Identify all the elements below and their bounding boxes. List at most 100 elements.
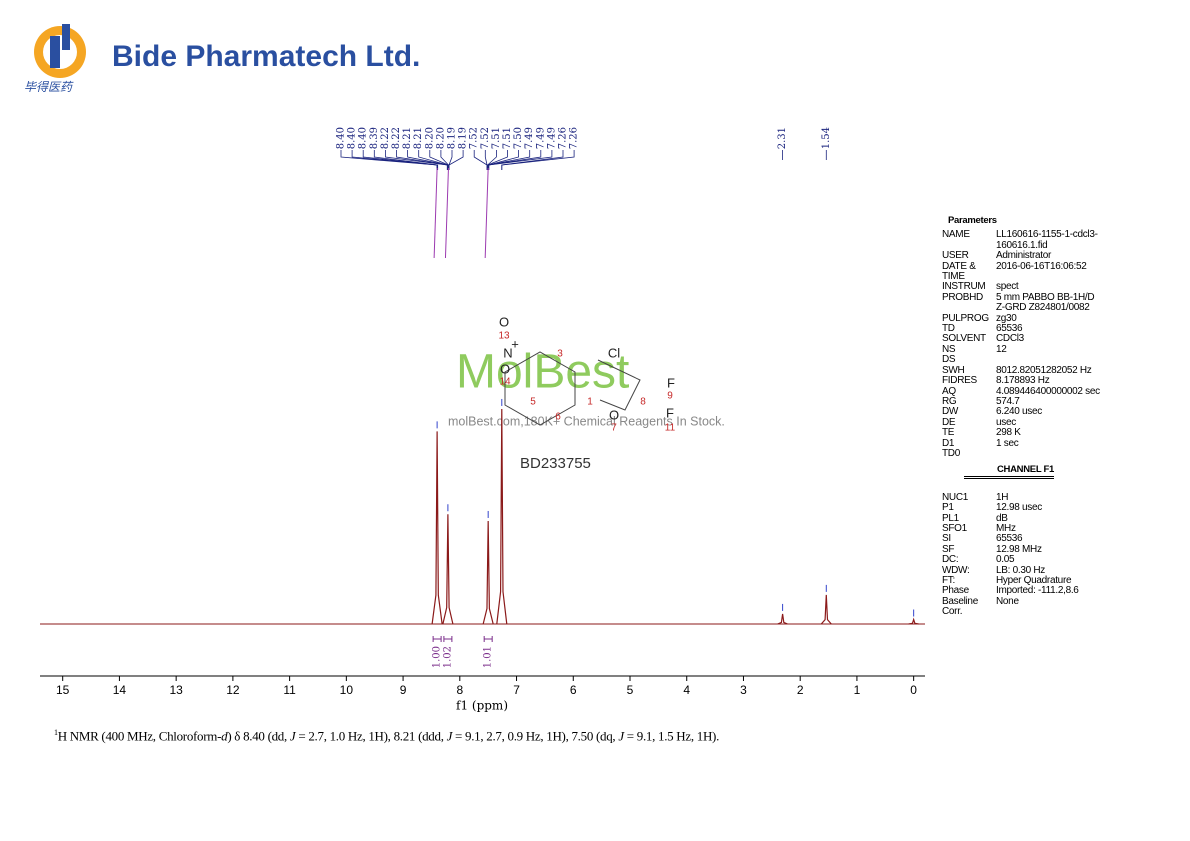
parameter-value: Hyper Quadrature bbox=[996, 575, 1072, 586]
x-tick-label: 6 bbox=[570, 683, 577, 697]
peak-label: 7.50 bbox=[513, 127, 524, 149]
caption: 1H NMR (400 MHz, Chloroform-d) δ 8.40 (d… bbox=[54, 728, 719, 744]
x-tick-label: 9 bbox=[400, 683, 407, 697]
parameter-row: NAME LL160616-1155-1-cdcl3-160616.1.fid bbox=[942, 230, 1102, 251]
parameter-row: P1 12.98 usec bbox=[942, 502, 1102, 514]
peak-label: 8.21 bbox=[413, 127, 424, 149]
parameter-value: zg30 bbox=[996, 312, 1017, 324]
parameter-key: SF bbox=[942, 543, 955, 555]
parameter-row: PROBHD 5 mm PABBO BB-1H/D Z-GRD Z824801/0… bbox=[942, 291, 1102, 314]
parameter-value: 2016-06-16T16:06:52 bbox=[996, 260, 1087, 272]
peak-label: 8.39 bbox=[369, 127, 380, 149]
parameter-row: SFO1 MHz bbox=[942, 523, 1102, 534]
parameter-row: PULPROG zg30 bbox=[942, 312, 1102, 324]
parameter-key: PULPROG bbox=[942, 312, 989, 324]
peak-label: 7.26 bbox=[558, 127, 569, 149]
parameter-value: 0.05 bbox=[996, 554, 1015, 566]
x-tick-label: 8 bbox=[456, 683, 463, 697]
atom-label: 8 bbox=[640, 397, 646, 408]
atom-label: O bbox=[500, 361, 510, 376]
peak-label: 7.51 bbox=[491, 127, 502, 149]
parameter-row: D1 1 sec bbox=[942, 438, 1102, 449]
parameter-value: 12 bbox=[996, 343, 1007, 355]
peak-label: 7.52 bbox=[480, 127, 491, 149]
peak-connector bbox=[484, 150, 488, 170]
peak-label: 8.20 bbox=[435, 127, 446, 149]
peak-label: 8.22 bbox=[380, 127, 391, 149]
peak-connector bbox=[373, 150, 439, 170]
caption-part: d bbox=[221, 728, 228, 744]
integral-trace bbox=[433, 167, 438, 259]
x-tick-label: 10 bbox=[340, 683, 354, 697]
parameter-row: SOLVENT CDCl3 bbox=[942, 333, 1102, 345]
atom-label: N bbox=[503, 345, 512, 360]
caption-part: = 2.7, 1.0 Hz, 1H), 8.21 (ddd, bbox=[295, 728, 447, 744]
atom-label: F bbox=[666, 405, 674, 420]
peak bbox=[820, 594, 832, 625]
peak-label: 7.49 bbox=[524, 127, 535, 149]
peak bbox=[442, 514, 454, 625]
atom-label: F bbox=[667, 375, 675, 390]
parameter-row: WDW: LB: 0.30 Hz bbox=[942, 564, 1102, 576]
caption-part: 1 bbox=[54, 728, 58, 737]
parameter-row: TD 65536 bbox=[942, 323, 1102, 334]
peak-connector bbox=[448, 150, 453, 170]
parameter-key: WDW: bbox=[942, 564, 970, 576]
x-tick-label: 15 bbox=[56, 683, 70, 697]
integral-label: 1.02 bbox=[442, 646, 453, 668]
caption-part: J bbox=[618, 728, 624, 744]
parameter-row: FT: Hyper Quadrature bbox=[942, 575, 1102, 586]
peak-connector bbox=[429, 150, 449, 170]
parameter-key: DC: bbox=[942, 554, 959, 566]
peak-label: 1.54 bbox=[821, 127, 832, 149]
peak-connector bbox=[440, 150, 449, 170]
peak-label: 8.20 bbox=[424, 127, 435, 149]
peak-label: 8.19 bbox=[458, 127, 469, 149]
peak-label: 8.40 bbox=[336, 127, 347, 149]
parameter-value: LB: 0.30 Hz bbox=[996, 564, 1045, 576]
parameter-row: DC: 0.05 bbox=[942, 554, 1102, 566]
peak-connector bbox=[396, 150, 448, 170]
peak-connector bbox=[362, 150, 438, 170]
parameter-key: DS bbox=[942, 354, 956, 366]
parameter-row: NUC1 1H bbox=[942, 491, 1102, 503]
caption-part: H NMR (400 MHz, Chloroform- bbox=[57, 728, 222, 744]
parameter-key: DW bbox=[942, 406, 959, 418]
x-tick-label: 4 bbox=[683, 683, 690, 697]
peak-label: 7.49 bbox=[546, 127, 557, 149]
parameter-value: 298 K bbox=[996, 427, 1021, 439]
peak-label: 2.31 bbox=[777, 127, 788, 149]
atom-label: Cl bbox=[608, 345, 620, 360]
atom-label: 3 bbox=[557, 349, 563, 360]
parameter-value: 1H bbox=[996, 491, 1009, 503]
atom-label: 9 bbox=[667, 391, 673, 402]
parameter-row: INSTRUM spect bbox=[942, 282, 1102, 293]
x-tick-label: 13 bbox=[169, 683, 183, 697]
peak-label: 7.26 bbox=[569, 127, 580, 149]
parameter-value: dB bbox=[996, 512, 1008, 524]
channel-title: CHANNEL F1 bbox=[964, 464, 1054, 479]
caption-part: = 9.1, 1.5 Hz, 1H). bbox=[623, 728, 720, 744]
parameter-value: 12.98 usec bbox=[996, 502, 1042, 514]
watermark-tagline: molBest.com,180K+ Chemical Reagents In S… bbox=[448, 414, 725, 428]
parameter-rows: NAME LL160616-1155-1-cdcl3-160616.1.fid US… bbox=[942, 230, 1102, 459]
integral-trace bbox=[444, 167, 449, 259]
integral-trace bbox=[484, 167, 489, 259]
parameter-row: TE 298 K bbox=[942, 427, 1102, 439]
peak-connector bbox=[501, 150, 564, 170]
parameter-key: SOLVENT bbox=[942, 333, 986, 345]
peak-label: 8.40 bbox=[347, 127, 358, 149]
atom-label: 6 bbox=[555, 412, 561, 423]
channel-rows: NUC1 1H P1 12.98 usec PL1 dB SFO1 MHz SI 65536 SF 1… bbox=[942, 491, 1102, 618]
peak-label: 8.21 bbox=[402, 127, 413, 149]
x-tick-label: 1 bbox=[854, 683, 861, 697]
parameter-key: NUC1 bbox=[942, 491, 969, 503]
atom-label: 14 bbox=[499, 377, 511, 388]
parameter-value: None bbox=[996, 595, 1019, 607]
logo bbox=[34, 24, 86, 78]
parameter-row: TD0 bbox=[942, 448, 1102, 459]
parameter-value: 6.240 usec bbox=[996, 406, 1042, 418]
parameter-key: PROBHD bbox=[942, 291, 983, 303]
parameter-row: USER Administrator bbox=[942, 250, 1102, 261]
